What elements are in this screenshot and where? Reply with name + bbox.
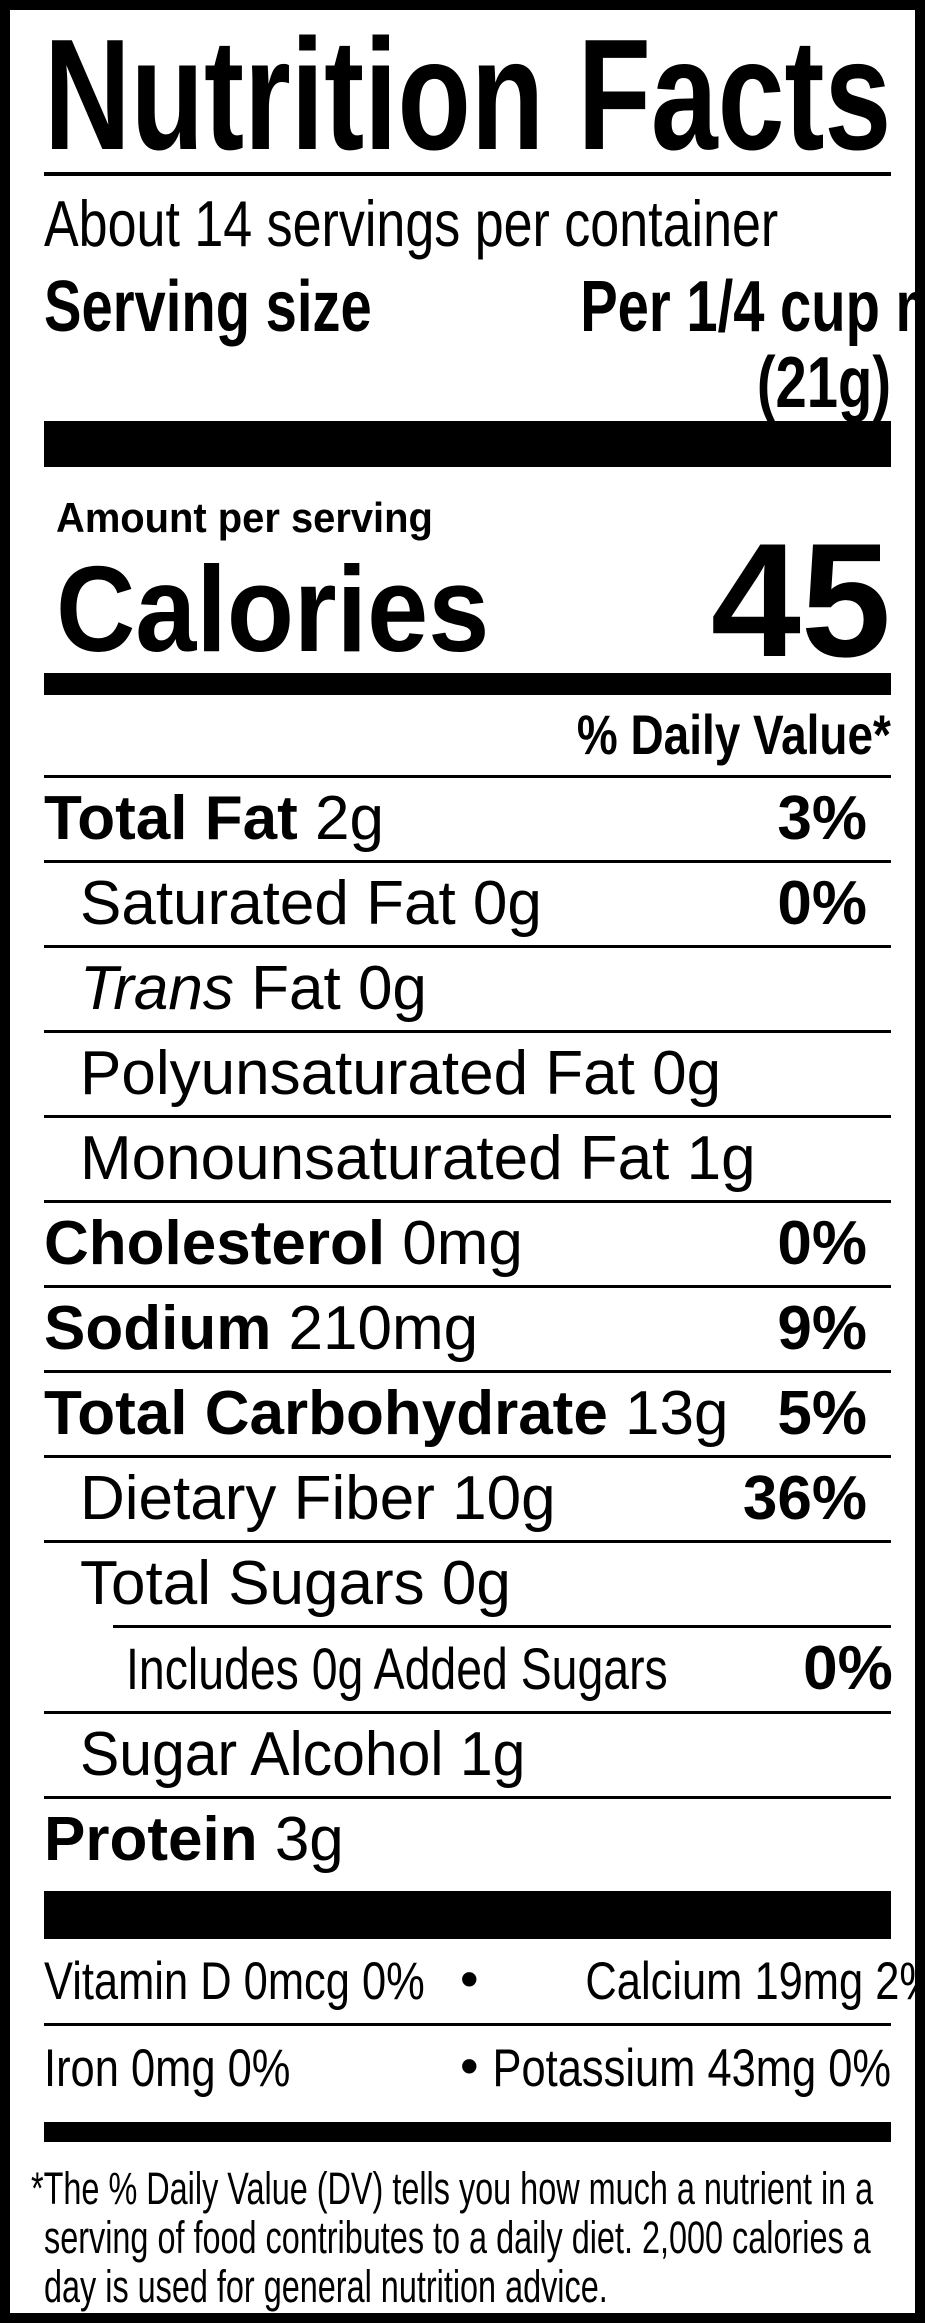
row-divider (44, 1796, 891, 1799)
page-title: Nutrition Facts (44, 7, 892, 183)
bullet-separator: • (460, 1950, 479, 2009)
daily-value-divider (44, 775, 891, 778)
serving-size-weight-row: (21g) (44, 347, 891, 419)
footnote-line: *The % Daily Value (DV) tells you how mu… (31, 2164, 891, 2213)
nutrient-row-includes-0g-added-sugars: Includes 0g Added Sugars 0% (44, 1628, 893, 1711)
nutrient-row-total-carbohydrate: Total Carbohydrate 13g 5% (44, 1373, 891, 1455)
row-divider (44, 1540, 891, 1543)
nutrient-name: Protein 3g (44, 1805, 344, 1874)
servings-text: About 14 servings per container (44, 187, 779, 260)
calories-row: Calories 45 (44, 510, 891, 691)
medium-bar-footnote (44, 2122, 891, 2142)
nutrient-name: Total Carbohydrate 13g (44, 1379, 729, 1448)
nutrient-row-dietary-fiber: Dietary Fiber 10g 36% (44, 1458, 891, 1540)
micronutrient-right: Calcium 19mg 2% (585, 1952, 925, 2011)
bullet-separator: • (460, 2037, 479, 2096)
thick-bar-micronutrients (44, 1891, 891, 1939)
row-divider (44, 1200, 891, 1203)
nutrient-name: Monounsaturated Fat 1g (80, 1124, 756, 1193)
daily-value-percent: 5% (777, 1379, 867, 1448)
servings-per-container: About 14 servings per container (44, 189, 891, 259)
nutrient-name: Polyunsaturated Fat 0g (80, 1039, 722, 1108)
micronutrient-right: Potassium 43mg 0% (492, 2039, 891, 2098)
thick-bar-top (44, 421, 891, 467)
title-divider (44, 172, 891, 176)
nutrient-row-total-sugars: Total Sugars 0g (44, 1543, 891, 1625)
nutrient-row-monounsaturated-fat: Monounsaturated Fat 1g (44, 1118, 891, 1200)
nutrient-row-protein: Protein 3g (44, 1799, 891, 1881)
nutrient-name: Includes 0g Added Sugars (126, 1637, 668, 1702)
daily-value-percent: 0% (777, 1209, 867, 1278)
serving-size-label: Serving size (44, 267, 372, 347)
row-divider (44, 1030, 891, 1033)
daily-value-header: % Daily Value* (577, 703, 891, 766)
micronutrient-row: Iron 0mg 0% • Potassium 43mg 0% (44, 2026, 891, 2110)
footnote-line: serving of food contributes to a daily d… (31, 2213, 891, 2262)
title-text: Nutrition Facts (44, 7, 892, 183)
footnote-text-1: *The % Daily Value (DV) tells you how mu… (31, 2163, 874, 2214)
nutrient-table: Total Fat 2g 3% Saturated Fat 0g 0% Trans Fa… (44, 778, 893, 1881)
daily-value-percent: 9% (777, 1294, 867, 1363)
nutrient-row-saturated-fat: Saturated Fat 0g 0% (44, 863, 891, 945)
amount-per-serving-text: Amount per serving (56, 494, 433, 541)
nutrient-row-fat: Trans Fat 0g (44, 948, 891, 1030)
nutrient-name: Saturated Fat 0g (80, 869, 542, 938)
calories-label: Calories (56, 541, 490, 677)
micronutrient-table: Vitamin D 0mcg 0% • Calcium 19mg 2% Iron 0m… (44, 1939, 915, 2110)
nutrient-row-cholesterol: Cholesterol 0mg 0% (44, 1203, 891, 1285)
micronutrient-left: Vitamin D 0mcg 0% (44, 1952, 425, 2011)
row-divider (44, 2023, 891, 2026)
daily-value-percent: 3% (777, 784, 867, 853)
row-divider (44, 1115, 891, 1118)
daily-value-percent: 0% (803, 1634, 893, 1703)
footnote-line: day is used for general nutrition advice… (31, 2262, 891, 2311)
medium-bar-calories (44, 673, 891, 695)
nutrient-name: Cholesterol 0mg (44, 1209, 523, 1278)
nutrient-name: Trans Fat 0g (80, 954, 427, 1023)
nutrient-name: Total Fat 2g (44, 784, 384, 853)
row-divider (44, 1711, 891, 1714)
nutrient-row-sugar-alcohol: Sugar Alcohol 1g (44, 1714, 891, 1796)
row-divider (44, 1455, 891, 1458)
nutrient-name: Sugar Alcohol 1g (80, 1720, 526, 1789)
row-divider (44, 860, 891, 863)
serving-size-weight: (21g) (756, 343, 891, 423)
nutrient-row-polyunsaturated-fat: Polyunsaturated Fat 0g (44, 1033, 891, 1115)
row-divider (44, 1285, 891, 1288)
calories-value: 45 (710, 510, 891, 691)
footnote-text-2: serving of food contributes to a daily d… (44, 2212, 871, 2263)
daily-value-header-row: % Daily Value* (44, 703, 891, 766)
footnote-text-3: day is used for general nutrition advice… (44, 2261, 608, 2312)
daily-value-percent: 0% (777, 869, 867, 938)
nutrient-name: Dietary Fiber 10g (80, 1464, 556, 1533)
serving-size-row: Serving size Per 1/4 cup mix (44, 267, 915, 347)
nutrient-row-total-fat: Total Fat 2g 3% (44, 778, 891, 860)
row-divider (44, 945, 891, 948)
micronutrient-left: Iron 0mg 0% (44, 2039, 291, 2098)
serving-size-value: Per 1/4 cup mix (580, 267, 915, 347)
amount-per-serving: Amount per serving (44, 491, 891, 545)
micronutrient-row: Vitamin D 0mcg 0% • Calcium 19mg 2% (44, 1939, 915, 2023)
nutrient-name: Total Sugars 0g (80, 1549, 511, 1618)
row-divider (44, 1370, 891, 1373)
daily-value-percent: 36% (742, 1464, 867, 1533)
row-divider (113, 1625, 891, 1628)
nutrient-row-sodium: Sodium 210mg 9% (44, 1288, 891, 1370)
footnote: *The % Daily Value (DV) tells you how mu… (31, 2164, 891, 2311)
nutrient-name: Sodium 210mg (44, 1294, 479, 1363)
